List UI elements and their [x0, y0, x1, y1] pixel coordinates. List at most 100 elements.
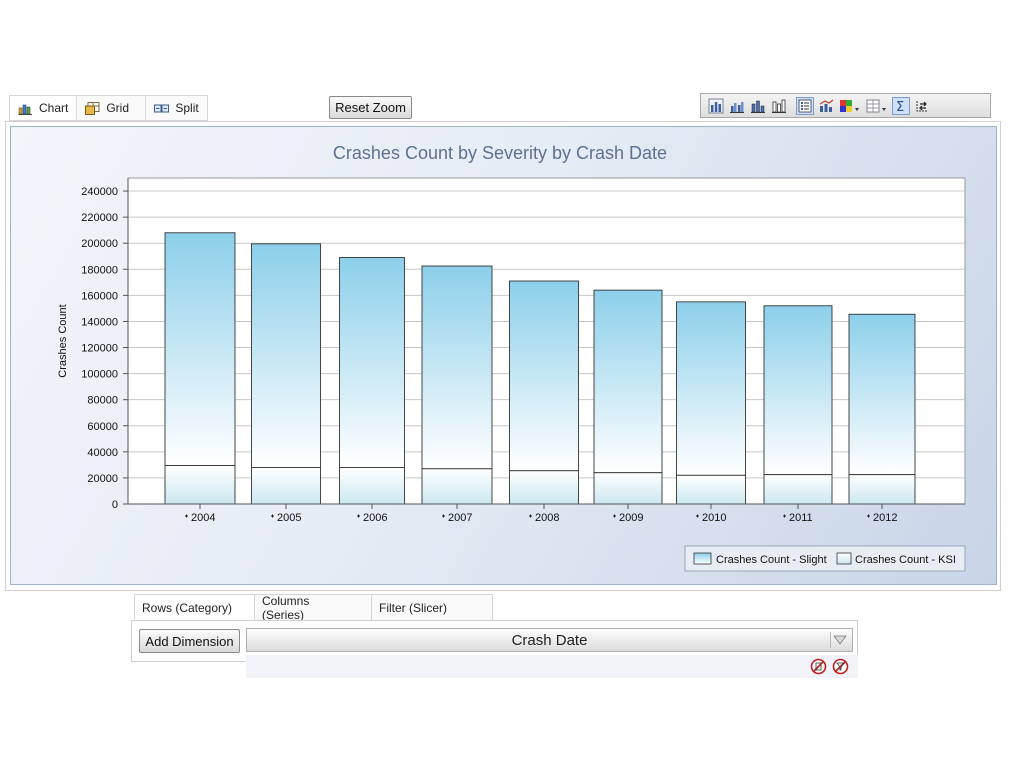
tab-rows-category[interactable]: Rows (Category)	[134, 594, 255, 620]
bar-slight-2009[interactable]	[593, 289, 663, 474]
dimension-select-value: Crash Date	[511, 631, 588, 649]
x-axis: 2004 2005 2006 2007 2008 2009 2010 2011 2012	[185, 504, 897, 524]
x-tick-label: 2007	[448, 512, 472, 524]
x-tick-2012[interactable]: 2012	[867, 512, 897, 524]
bar-chart-3d-icon[interactable]	[749, 97, 767, 115]
y-axis: 0 20000 40000 60000 80000 100000 120000 140000 1…	[81, 178, 965, 511]
y-axis-label: Crashes Count	[57, 304, 69, 377]
x-tick-2007[interactable]: 2007	[442, 512, 472, 524]
y-tick-label: 40000	[87, 447, 118, 459]
x-tick-2010[interactable]: 2010	[696, 512, 726, 524]
x-tick-label: 2008	[535, 512, 559, 524]
tab-grid-label: Grid	[106, 101, 130, 115]
tab-chart-label: Chart	[39, 101, 69, 115]
bar-ksi-2012[interactable]	[848, 474, 916, 505]
x-tick-label: 2010	[702, 512, 726, 524]
stacked-bar-chart-icon[interactable]	[707, 97, 725, 115]
legend-swatch-slight	[693, 552, 712, 565]
tab-filter-slicer[interactable]: Filter (Slicer)	[372, 594, 493, 620]
view-tabs: Chart Grid Split	[9, 95, 208, 121]
chart-title: Crashes Count by Severity by Crash Date	[333, 143, 667, 163]
y-tick-label: 180000	[81, 264, 118, 276]
legend-toggle-icon[interactable]	[796, 96, 814, 115]
expand-icon[interactable]	[783, 514, 786, 518]
legend-label-slight: Crashes Count - Slight	[716, 554, 827, 566]
tab-chart[interactable]: Chart	[10, 96, 78, 120]
dimension-extra-area	[246, 655, 858, 678]
bar-ksi-2010[interactable]	[676, 474, 746, 505]
legend-label-ksi: Crashes Count - KSI	[855, 554, 956, 566]
y-tick-label: 100000	[81, 369, 118, 381]
bar-slight-2007[interactable]	[421, 265, 493, 470]
crash-severity-chart: Crashes Count by Severity by Crash Date …	[57, 143, 966, 572]
tab-columns-series[interactable]: Columns (Series)	[255, 594, 372, 622]
x-tick-2008[interactable]: 2008	[529, 512, 559, 524]
bar-ksi-2011[interactable]	[763, 474, 833, 505]
bar-ksi-2004[interactable]	[164, 465, 236, 505]
y-tick-label: 0	[112, 499, 118, 511]
y-tick-label: 140000	[81, 316, 118, 328]
y-tick-label: 120000	[81, 343, 118, 355]
x-tick-2009[interactable]: 2009	[613, 512, 643, 524]
x-tick-label: 2005	[277, 512, 301, 524]
tab-split[interactable]: Split	[146, 96, 206, 120]
dimension-select[interactable]: Crash Date	[246, 628, 853, 652]
x-tick-2005[interactable]: 2005	[271, 512, 301, 524]
color-palette-icon[interactable]	[838, 97, 862, 115]
expand-icon[interactable]	[696, 514, 699, 518]
expand-icon[interactable]	[271, 514, 274, 518]
x-tick-label: 2006	[363, 512, 387, 524]
expand-icon[interactable]	[529, 514, 532, 518]
x-tick-2004[interactable]: 2004	[185, 512, 215, 524]
x-tick-label: 2011	[789, 512, 813, 524]
bar-slight-2006[interactable]	[339, 257, 405, 468]
dimension-tabs: Rows (Category) Columns (Series) Filter …	[134, 594, 493, 622]
y-tick-label: 60000	[87, 421, 118, 433]
bar-slight-2005[interactable]	[251, 243, 321, 468]
legend-swatch-ksi	[836, 552, 852, 565]
split-icon	[154, 102, 170, 115]
combo-chart-icon[interactable]	[817, 97, 835, 115]
bars	[164, 232, 916, 505]
sum-icon[interactable]: Σ	[892, 96, 910, 115]
bar-ksi-2009[interactable]	[593, 472, 663, 505]
bar-slight-2011[interactable]	[763, 305, 833, 476]
y-tick-label: 80000	[87, 395, 118, 407]
chevron-down-icon[interactable]	[830, 632, 849, 648]
expand-icon[interactable]	[867, 514, 870, 518]
clear-filter-icon[interactable]	[832, 658, 849, 675]
grid-icon	[85, 101, 100, 115]
x-tick-label: 2012	[873, 512, 897, 524]
remove-dimension-icon[interactable]	[810, 658, 827, 675]
bar-ksi-2006[interactable]	[339, 467, 405, 505]
bar-ksi-2007[interactable]	[421, 468, 493, 505]
y-tick-label: 240000	[81, 186, 118, 198]
x-tick-label: 2004	[191, 512, 215, 524]
x-tick-2011[interactable]: 2011	[783, 512, 813, 524]
bar-chart-alt-icon[interactable]	[770, 97, 788, 115]
reset-zoom-button[interactable]: Reset Zoom	[329, 96, 412, 119]
expand-icon[interactable]	[613, 514, 616, 518]
bar-slight-2010[interactable]	[676, 301, 746, 476]
bar-chart-icon	[18, 102, 33, 115]
clustered-bar-chart-icon[interactable]	[728, 97, 746, 115]
swap-axes-icon[interactable]	[913, 97, 931, 115]
gridlines-icon[interactable]	[865, 97, 889, 115]
bar-slight-2012[interactable]	[848, 313, 916, 476]
x-tick-label: 2009	[619, 512, 643, 524]
tab-split-label: Split	[175, 101, 199, 115]
tab-grid[interactable]: Grid	[77, 96, 147, 120]
bar-slight-2004[interactable]	[164, 232, 236, 466]
y-tick-label: 200000	[81, 238, 118, 250]
x-tick-2006[interactable]: 2006	[357, 512, 387, 524]
add-dimension-button[interactable]: Add Dimension	[139, 629, 240, 653]
y-tick-label: 220000	[81, 212, 118, 224]
expand-icon[interactable]	[185, 514, 188, 518]
expand-icon[interactable]	[357, 514, 360, 518]
expand-icon[interactable]	[442, 514, 445, 518]
bar-slight-2008[interactable]	[509, 280, 579, 472]
legend: Crashes Count - Slight Crashes Count - K…	[684, 545, 966, 572]
bar-ksi-2008[interactable]	[509, 470, 579, 505]
y-tick-label: 160000	[81, 290, 118, 302]
bar-ksi-2005[interactable]	[251, 467, 321, 505]
